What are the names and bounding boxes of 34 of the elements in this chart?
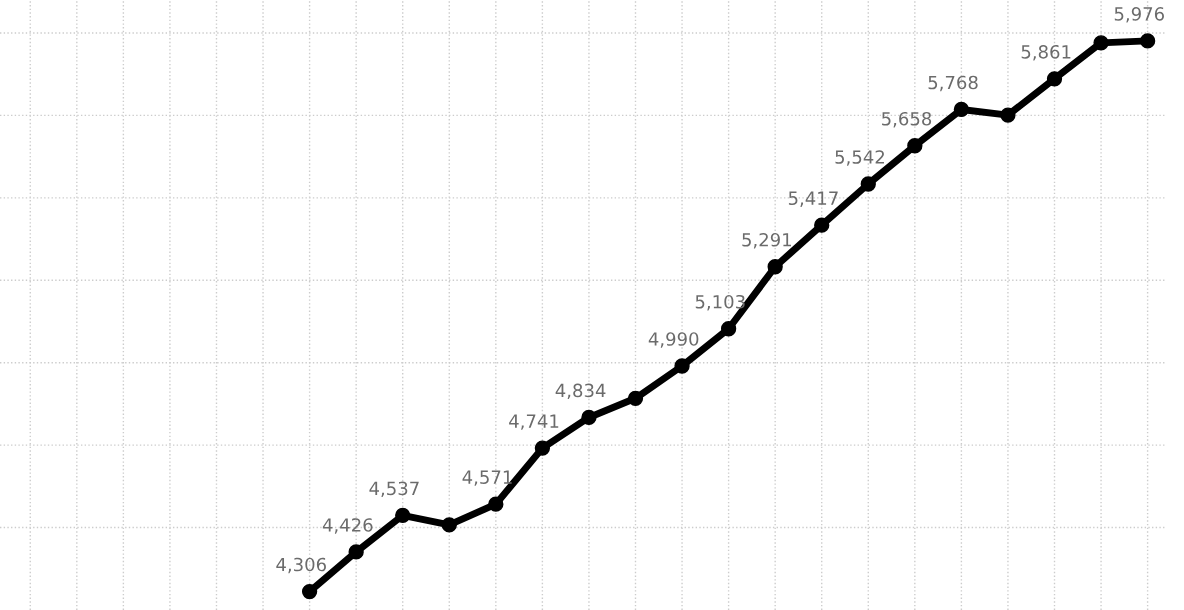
data-label: 5,768 — [928, 75, 978, 92]
point — [860, 176, 876, 192]
point — [581, 409, 597, 426]
data-label: 4,571 — [462, 470, 512, 486]
point — [767, 259, 783, 275]
point — [720, 321, 737, 337]
data-label: 5,103 — [695, 294, 745, 311]
point — [395, 507, 411, 524]
point — [1046, 71, 1063, 87]
data-label: 4,426 — [322, 518, 373, 534]
data-label: 4,741 — [509, 414, 559, 430]
point — [1139, 33, 1156, 49]
data-label: 4,537 — [369, 481, 419, 498]
point — [907, 138, 923, 154]
data-label: 5,658 — [882, 111, 932, 128]
point — [534, 440, 551, 456]
data-label: 5,976 — [1114, 7, 1164, 23]
data-label: 4,834 — [555, 383, 606, 400]
data-label: 4,306 — [276, 557, 326, 574]
data-label: 5,861 — [1021, 44, 1071, 61]
point — [674, 358, 690, 374]
point — [627, 390, 644, 406]
point — [441, 517, 457, 533]
point — [953, 101, 970, 118]
data-label: 5,417 — [788, 191, 838, 207]
point — [301, 583, 318, 600]
point — [488, 496, 504, 512]
point — [814, 217, 830, 233]
point — [348, 544, 364, 560]
point — [1000, 107, 1016, 123]
point — [1093, 35, 1109, 51]
data-label: 5,291 — [742, 232, 792, 249]
data-label: 4,990 — [648, 332, 699, 348]
data-label: 5,542 — [835, 150, 884, 166]
